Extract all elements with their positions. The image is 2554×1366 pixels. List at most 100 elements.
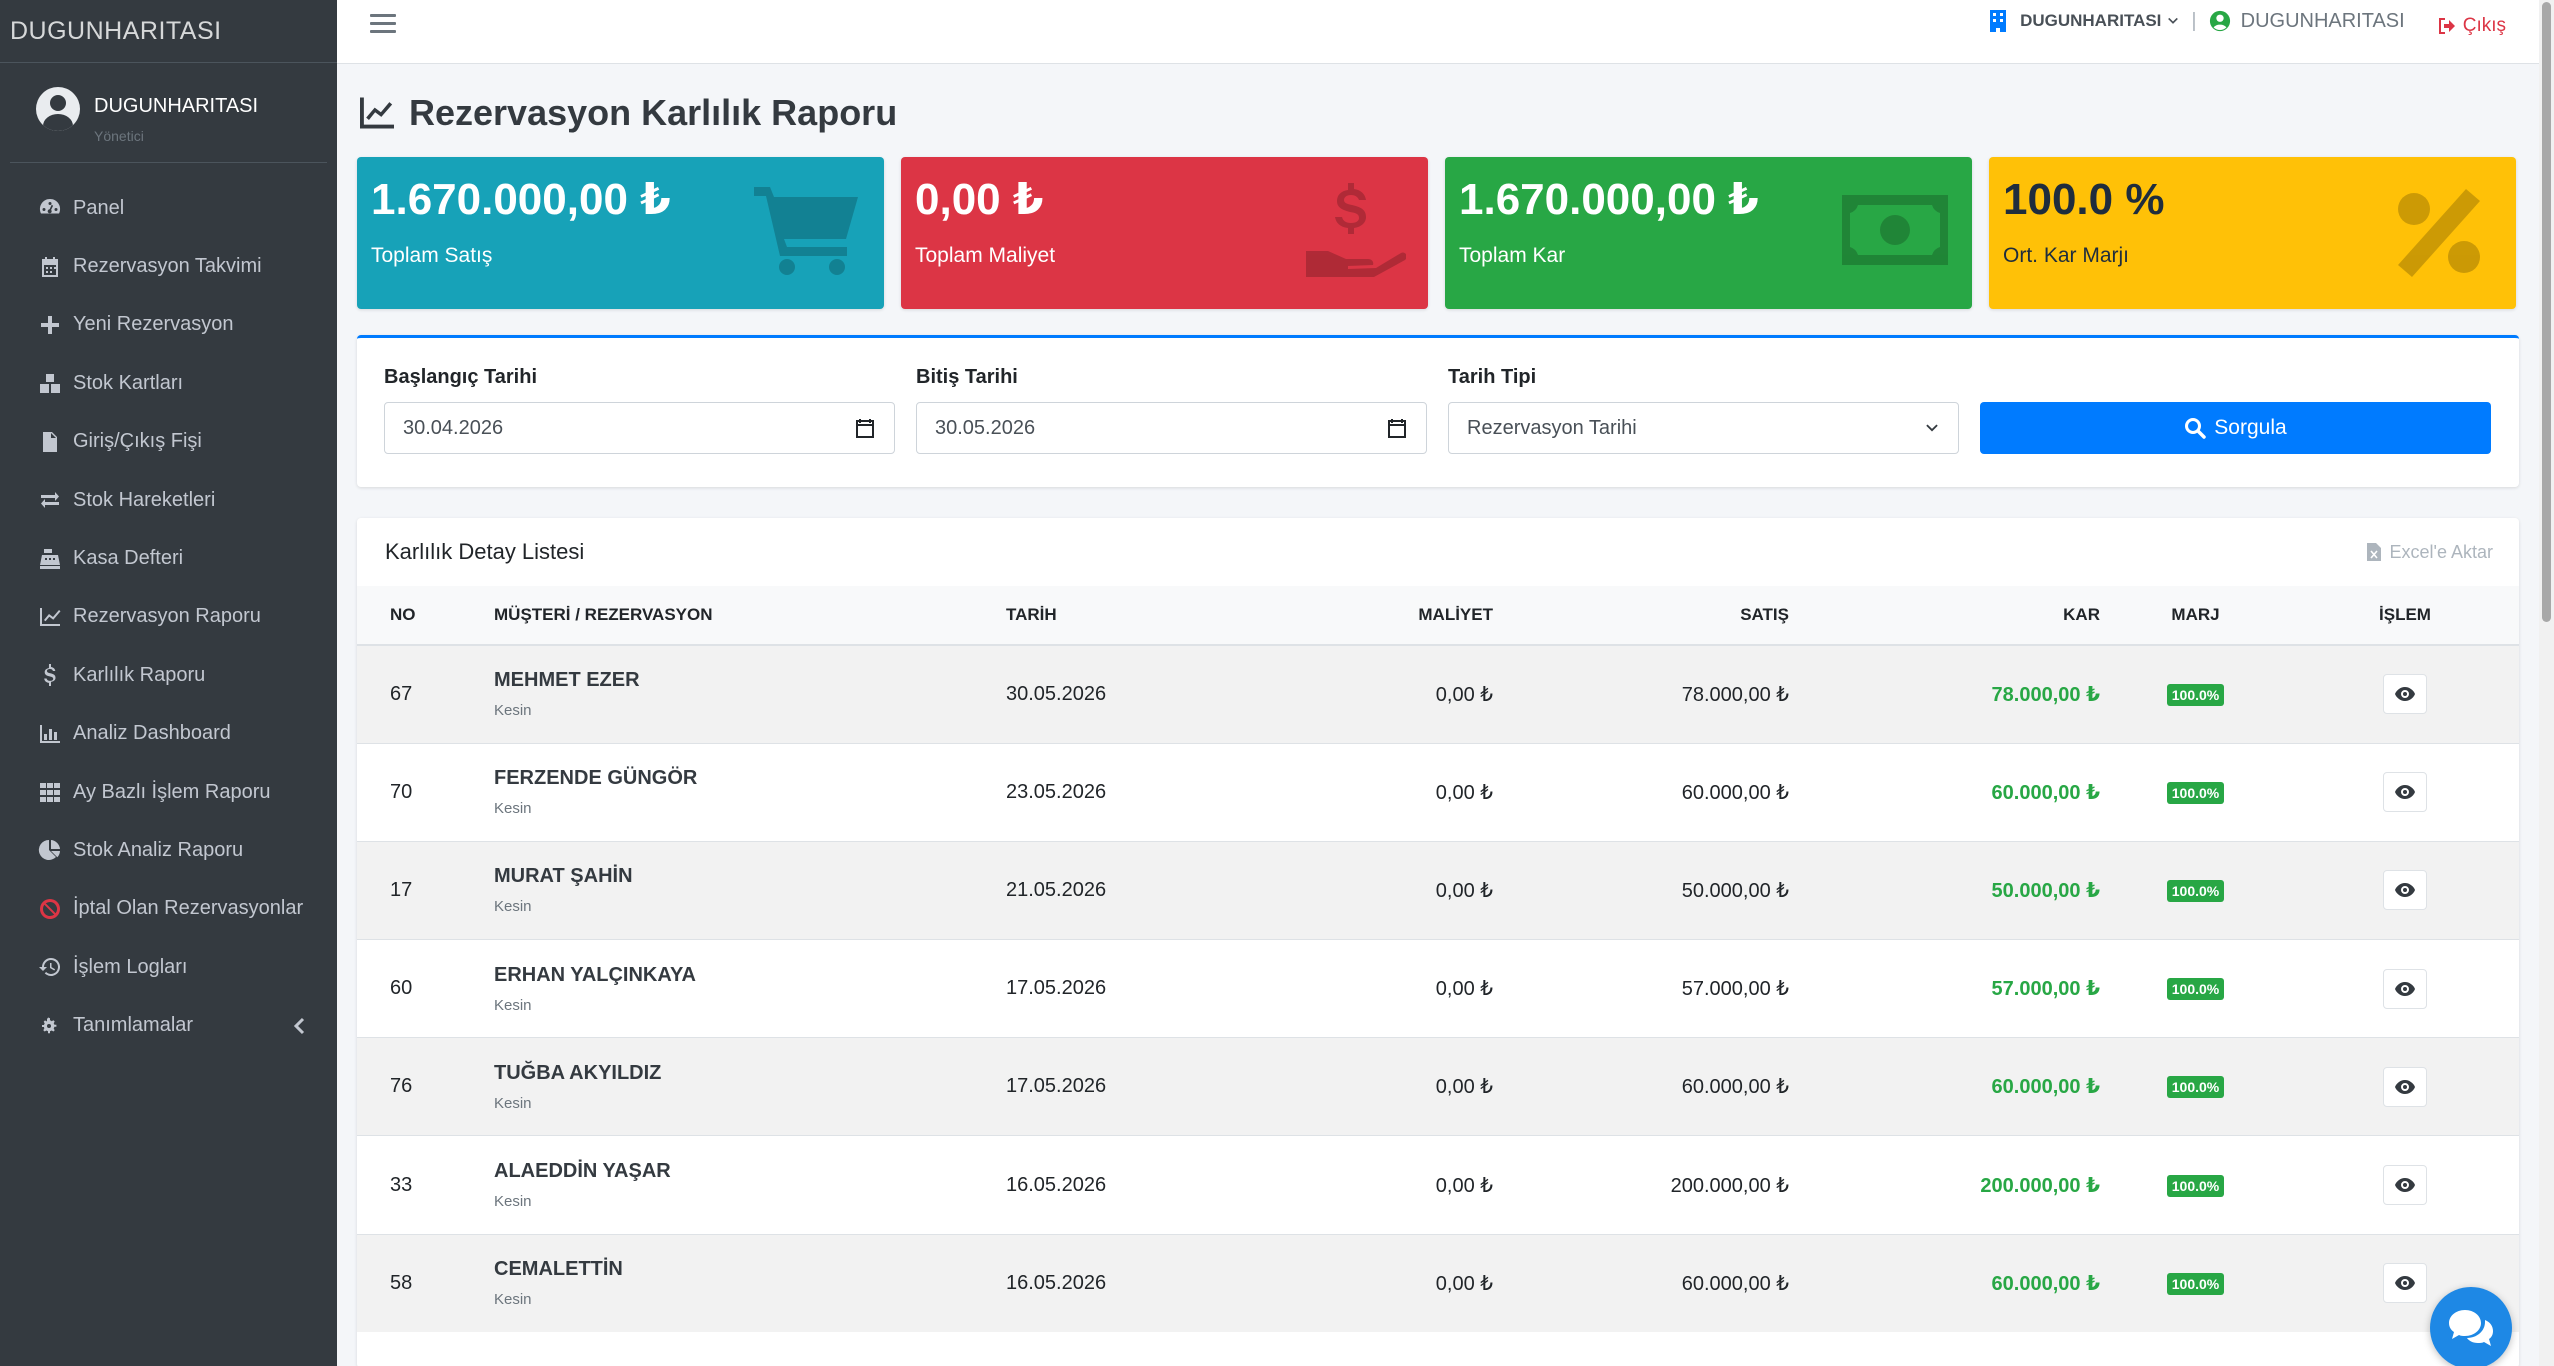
user-name[interactable]: DUGUNHARITASI bbox=[94, 95, 259, 117]
excel-export-label: Excel'e Aktar bbox=[2389, 541, 2493, 562]
column-header[interactable]: NO bbox=[390, 605, 416, 624]
sidebar-item-islem-loglari[interactable]: İşlem Logları bbox=[0, 938, 337, 996]
customer-name: FERZENDE GÜNGÖR bbox=[494, 767, 698, 790]
row-margin-cell: 100.0% bbox=[2100, 1038, 2291, 1136]
view-button[interactable] bbox=[2383, 772, 2427, 813]
view-button[interactable] bbox=[2383, 1066, 2427, 1107]
start-date-group: Başlangıç Tarihi 30.04.2026 bbox=[384, 366, 895, 487]
end-date-label: Bitiş Tarihi bbox=[916, 366, 1018, 388]
stat-label: Ort. Kar Marjı bbox=[2003, 243, 2130, 267]
percent-icon bbox=[2398, 189, 2480, 277]
line-chart-icon bbox=[360, 97, 394, 128]
row-customer: TUĞBA AKYILDIZ Kesin bbox=[494, 1038, 1006, 1136]
eye-icon bbox=[2395, 687, 2415, 702]
row-no: 67 bbox=[390, 682, 413, 705]
row-date: 21.05.2026 bbox=[1006, 878, 1107, 901]
navbar-user[interactable]: DUGUNHARITASI bbox=[2209, 10, 2405, 33]
margin-badge: 100.0% bbox=[2166, 879, 2225, 902]
end-date-input[interactable]: 30.05.2026 bbox=[916, 402, 1427, 454]
row-action-cell bbox=[2291, 743, 2519, 841]
sidebar-item-kasa-defteri[interactable]: Kasa Defteri bbox=[0, 529, 337, 587]
sidebar-item-label: Tanımlamalar bbox=[73, 1014, 194, 1037]
row-no: 17 bbox=[390, 878, 413, 901]
row-cost: 0,00 ₺ bbox=[1435, 978, 1493, 1001]
sidebar-item-karlilik-raporu[interactable]: Karlılık Raporu bbox=[0, 646, 337, 704]
row-margin-cell: 100.0% bbox=[2100, 940, 2291, 1038]
logout-button[interactable]: Çıkış bbox=[2437, 15, 2506, 37]
sidebar-item-label: Rezervasyon Takvimi bbox=[73, 255, 262, 278]
sidebar-item-tanimlamalar[interactable]: Tanımlamalar bbox=[0, 996, 337, 1054]
sidebar-item-label: İşlem Logları bbox=[73, 955, 188, 978]
row-sale: 60.000,00 ₺ bbox=[1681, 781, 1789, 804]
sidebar-item-stok-analiz-raporu[interactable]: Stok Analiz Raporu bbox=[0, 821, 337, 879]
sidebar-item-stok-kartlari[interactable]: Stok Kartları bbox=[0, 354, 337, 412]
file-excel-icon bbox=[2366, 543, 2381, 561]
column-header[interactable]: MÜŞTERİ / REZERVASYON bbox=[494, 605, 713, 624]
end-date-group: Bitiş Tarihi 30.05.2026 bbox=[916, 366, 1427, 487]
column-header[interactable]: MARJ bbox=[2171, 605, 2220, 624]
sidebar-item-yeni-rezervasyon[interactable]: Yeni Rezervasyon bbox=[0, 296, 337, 354]
column-header[interactable]: SATIŞ bbox=[1740, 605, 1789, 624]
sidebar-item-rezervasyon-takvimi[interactable]: Rezervasyon Takvimi bbox=[0, 237, 337, 295]
start-date-label: Başlangıç Tarihi bbox=[384, 366, 538, 388]
customer-name: ALAEDDİN YAŞAR bbox=[494, 1160, 671, 1183]
menu-toggle-icon[interactable] bbox=[370, 10, 396, 36]
calendar-icon[interactable] bbox=[854, 417, 876, 439]
chevron-left-icon[interactable] bbox=[293, 1016, 307, 1036]
sidebar-item-label: Yeni Rezervasyon bbox=[73, 313, 234, 336]
chat-button[interactable] bbox=[2430, 1287, 2512, 1366]
view-button[interactable] bbox=[2383, 1165, 2427, 1206]
page-title-text: Rezervasyon Karlılık Raporu bbox=[409, 91, 898, 133]
date-type-select[interactable]: Rezervasyon Tarihi bbox=[1448, 402, 1959, 454]
sorgula-button[interactable]: Sorgula bbox=[1980, 402, 2491, 454]
start-date-input[interactable]: 30.04.2026 bbox=[384, 402, 895, 454]
view-button[interactable] bbox=[2383, 1263, 2427, 1304]
scrollbar-thumb[interactable] bbox=[2542, 2, 2551, 622]
sidebar-item-label: Stok Analiz Raporu bbox=[73, 838, 244, 861]
sidebar-item-panel[interactable]: Panel bbox=[0, 179, 337, 237]
row-sale: 50.000,00 ₺ bbox=[1681, 879, 1789, 902]
customer-name: TUĞBA AKYILDIZ bbox=[494, 1061, 662, 1084]
sidebar-item-ay-bazli-islem-raporu[interactable]: Ay Bazlı İşlem Raporu bbox=[0, 763, 337, 821]
view-button[interactable] bbox=[2383, 968, 2427, 1009]
column-header[interactable]: KAR bbox=[2063, 605, 2100, 624]
row-profit: 60.000,00 ₺ bbox=[1991, 1272, 2100, 1295]
row-action-cell bbox=[2291, 645, 2519, 743]
company-dropdown[interactable]: DUGUNHARITASI bbox=[1988, 9, 2179, 33]
sidebar-item-rezervasyon-raporu[interactable]: Rezervasyon Raporu bbox=[0, 588, 337, 646]
row-no: 70 bbox=[390, 780, 413, 803]
ban-icon bbox=[36, 895, 64, 923]
page-scrollbar[interactable] bbox=[2539, 0, 2554, 1366]
row-date: 16.05.2026 bbox=[1006, 1173, 1107, 1196]
brand-logo[interactable]: DUGUNHARITASI bbox=[0, 0, 337, 63]
sidebar-nav: Panel Rezervasyon Takvimi Yeni Rezervasy… bbox=[0, 179, 337, 1055]
sidebar-item-label: Giriş/Çıkış Fişi bbox=[73, 430, 202, 453]
excel-export-button[interactable]: Excel'e Aktar bbox=[2366, 542, 2493, 563]
sidebar-item-label: Ay Bazlı İşlem Raporu bbox=[73, 780, 271, 803]
stat-card-total-cost: 0,00 ₺ Toplam Maliyet bbox=[901, 157, 1428, 309]
sidebar-item-stok-hareketleri[interactable]: Stok Hareketleri bbox=[0, 471, 337, 529]
calendar-icon[interactable] bbox=[1386, 417, 1408, 439]
row-customer: FERZENDE GÜNGÖR Kesin bbox=[494, 743, 1006, 841]
column-header[interactable]: TARİH bbox=[1006, 605, 1057, 624]
profit-table: NO MÜŞTERİ / REZERVASYON TARİH MALİYET S… bbox=[357, 586, 2519, 1333]
sidebar-item-analiz-dashboard[interactable]: Analiz Dashboard bbox=[0, 705, 337, 763]
row-customer: CEMALETTİN Kesin bbox=[494, 1234, 1006, 1332]
money-bill-icon bbox=[1842, 195, 1948, 265]
history-icon bbox=[36, 953, 64, 981]
row-no: 76 bbox=[390, 1075, 413, 1098]
row-no: 33 bbox=[390, 1173, 413, 1196]
row-cost: 0,00 ₺ bbox=[1435, 879, 1493, 902]
view-button[interactable] bbox=[2383, 870, 2427, 911]
column-header[interactable]: MALİYET bbox=[1418, 605, 1493, 624]
row-date: 17.05.2026 bbox=[1006, 1075, 1107, 1098]
sidebar-item-iptal-olan-rezervasyonlar[interactable]: İptal Olan Rezervasyonlar bbox=[0, 880, 337, 938]
stat-card-total-sales: 1.670.000,00 ₺ Toplam Satış bbox=[357, 157, 884, 309]
grid-icon bbox=[36, 778, 64, 806]
sorgula-label: Sorgula bbox=[2214, 416, 2287, 439]
sidebar-item-giris-cikis-fisi[interactable]: Giriş/Çıkış Fişi bbox=[0, 413, 337, 471]
row-action-cell bbox=[2291, 1038, 2519, 1136]
row-margin-cell: 100.0% bbox=[2100, 645, 2291, 743]
row-sale: 60.000,00 ₺ bbox=[1681, 1272, 1789, 1295]
view-button[interactable] bbox=[2383, 674, 2427, 715]
